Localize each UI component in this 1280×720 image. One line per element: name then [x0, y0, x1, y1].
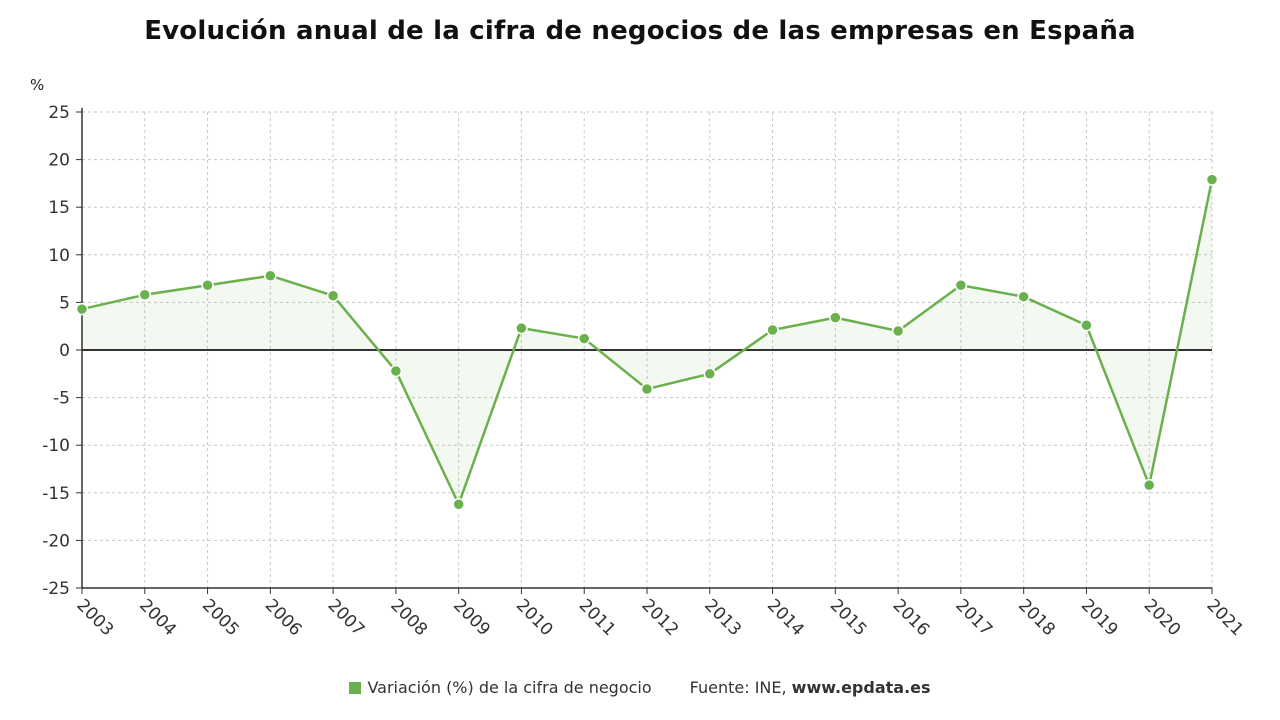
- x-tick-label: 2011: [575, 595, 620, 640]
- y-tick-label: 25: [48, 103, 70, 123]
- source-prefix: Fuente: INE,: [689, 678, 792, 697]
- data-point-2015[interactable]: [829, 311, 842, 324]
- series-area: [82, 179, 1212, 505]
- data-point-2016[interactable]: [891, 324, 905, 338]
- x-tick-label: 2009: [449, 595, 494, 640]
- series-area-fill: [82, 179, 1212, 505]
- data-point-2013[interactable]: [703, 367, 717, 381]
- data-point-2008[interactable]: [389, 364, 403, 378]
- x-tick-label: 2010: [512, 595, 557, 640]
- grid-lines: [82, 111, 1213, 588]
- legend-swatch: [349, 682, 362, 694]
- x-tick-label: 2008: [386, 595, 431, 640]
- y-axis-unit-label: %: [30, 76, 45, 94]
- data-point-2009[interactable]: [452, 497, 465, 511]
- x-tick-label: 2007: [324, 595, 369, 640]
- y-tick-label: -15: [42, 484, 70, 504]
- y-tick-label: -25: [42, 579, 70, 599]
- data-point-2012[interactable]: [640, 382, 654, 396]
- data-point-2006[interactable]: [264, 269, 277, 282]
- x-tick-label: 2015: [826, 595, 871, 640]
- y-tick-label: 0: [59, 341, 70, 361]
- data-point-2014[interactable]: [766, 323, 779, 337]
- y-tick-label: 15: [48, 198, 70, 218]
- x-tick-label: 2004: [135, 595, 180, 640]
- x-tick-label: 2013: [700, 595, 745, 640]
- y-tick-label: -5: [53, 389, 70, 409]
- x-tick-label: 2014: [763, 595, 808, 640]
- data-point-2005[interactable]: [201, 279, 214, 292]
- x-tick-label: 2012: [637, 595, 682, 640]
- data-point-2010[interactable]: [515, 321, 528, 335]
- data-point-2019[interactable]: [1080, 318, 1093, 332]
- data-point-2011[interactable]: [577, 332, 591, 345]
- data-point-2004[interactable]: [138, 288, 152, 302]
- x-tick-label: 2019: [1077, 595, 1122, 640]
- chart-footer: Variación (%) de la cifra de negocio Fuen…: [0, 678, 1280, 697]
- y-tick-label: 5: [59, 293, 70, 313]
- x-tick-label: 2016: [889, 595, 934, 640]
- x-tick-label: 2018: [1014, 595, 1059, 640]
- data-point-2021[interactable]: [1205, 173, 1219, 186]
- data-point-2018[interactable]: [1017, 290, 1030, 303]
- y-tick-label: 20: [48, 151, 70, 171]
- x-tick-label: 2005: [198, 595, 243, 640]
- y-tick-label: 10: [48, 246, 70, 266]
- x-tick-label: 2003: [72, 595, 117, 640]
- x-tick-label: 2017: [951, 595, 996, 640]
- x-tick-label: 2021: [1202, 595, 1247, 640]
- y-tick-label: -20: [42, 531, 70, 551]
- y-tick-labels: 25 20 15 10 5 0 -5 -10 -15 -20 -25: [42, 103, 70, 599]
- axes: [76, 108, 1213, 594]
- x-tick-label: 2006: [261, 595, 306, 640]
- series-points: [75, 173, 1219, 511]
- y-tick-label: -10: [42, 436, 70, 456]
- source-link[interactable]: www.epdata.es: [791, 678, 931, 697]
- chart-title: Evolución anual de la cifra de negocios …: [144, 16, 1136, 46]
- data-point-2007[interactable]: [326, 289, 340, 302]
- legend-label: Variación (%) de la cifra de negocio: [367, 678, 652, 697]
- x-tick-label: 2020: [1140, 595, 1185, 640]
- data-point-2020[interactable]: [1142, 478, 1156, 492]
- data-point-2003[interactable]: [75, 302, 89, 316]
- data-point-2017[interactable]: [954, 279, 968, 292]
- x-tick-labels: 2003 2004 2005 2006 2007 2008 2009 2010 2011 2012…: [72, 595, 1247, 640]
